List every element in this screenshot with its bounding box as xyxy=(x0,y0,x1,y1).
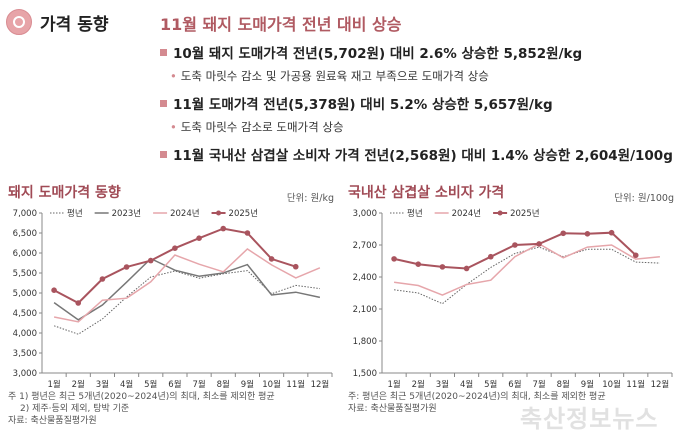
chart2-title: 국내산 삼겹살 소비자 가격 xyxy=(348,185,505,201)
data-point xyxy=(99,276,106,282)
series-line-평년 xyxy=(394,246,660,305)
x-tick-label: 12월 xyxy=(651,379,670,390)
chart2-svg: 1,500 1,800 2,100 2,400 2,700 3,000 1월 2월 3월 4월 5월… xyxy=(353,208,673,390)
chart2-notes: 주: 평년은 최근 5개년(2020~2024년)의 최대, 최소를 제외한 평… xyxy=(348,391,674,415)
data-point xyxy=(391,256,397,262)
data-point xyxy=(292,263,299,270)
data-point xyxy=(632,252,639,259)
series-line-2024년 xyxy=(53,248,321,323)
data-point xyxy=(147,257,154,264)
chart1-svg: 3,000 3,500 4,000 4,500 5,000 5,500 6,000 6,500… xyxy=(13,208,333,390)
data-point xyxy=(560,230,567,237)
bullet-2: 11월 도매가격 전년(5,378원) 대비 5.2% 상승한 5,657원/k… xyxy=(160,93,553,113)
legend-label: 2023년 xyxy=(112,208,141,219)
watermark: 축산정보뉴스 xyxy=(520,405,659,433)
y-tick-label: 3,000 xyxy=(353,209,377,219)
x-tick-label: 11월 xyxy=(626,379,645,390)
chart1-notes: 주 1) 평년은 최근 5개년(2020~2024년)의 최대, 최소를 제외한… xyxy=(8,391,334,427)
y-tick-label: 2,100 xyxy=(353,305,377,315)
data-point xyxy=(512,242,518,248)
x-tick-label: 6월 xyxy=(168,379,181,390)
y-tick-label: 5,500 xyxy=(13,269,37,279)
legend-label: 2024년 xyxy=(170,208,199,219)
y-tick-label: 4,000 xyxy=(13,329,37,339)
data-point xyxy=(51,287,57,293)
y-tick-label: 6,500 xyxy=(13,229,37,239)
x-tick-label: 5월 xyxy=(484,379,497,390)
data-point xyxy=(268,256,275,262)
x-tick-label: 1월 xyxy=(47,379,60,390)
y-tick-label: 1,500 xyxy=(353,369,377,379)
data-point xyxy=(439,264,446,270)
x-tick-label: 5월 xyxy=(144,379,157,390)
y-tick-label: 3,500 xyxy=(13,349,37,359)
series-line-평년 xyxy=(53,270,320,335)
series-line-2023년 xyxy=(53,257,321,321)
x-tick-label: 2월 xyxy=(72,379,85,390)
note: 주: 평년은 최근 5개년(2020~2024년)의 최대, 최소를 제외한 평… xyxy=(348,392,606,402)
data-point xyxy=(608,229,615,236)
x-tick-label: 10월 xyxy=(602,379,621,390)
bullet-3: 11월 국내산 삼겹살 소비자 가격 전년(2,568원) 대비 1.4% 상승… xyxy=(160,144,673,164)
x-tick-label: 9월 xyxy=(581,379,594,390)
x-tick-label: 7월 xyxy=(192,379,205,390)
x-tick-label: 4월 xyxy=(460,379,473,390)
legend-marker xyxy=(497,210,503,216)
data-point xyxy=(196,235,202,241)
data-point xyxy=(487,253,494,260)
pig-logo-icon xyxy=(6,9,32,35)
legend-label: 2025년 xyxy=(229,208,258,219)
note: 주 1) 평년은 최근 5개년(2020~2024년)의 최대, 최소를 제외한… xyxy=(8,392,275,402)
data-point xyxy=(463,265,470,272)
series-line-2025년 xyxy=(393,231,637,270)
legend-label: 평년 xyxy=(407,208,423,219)
data-point xyxy=(172,245,178,251)
x-tick-label: 9월 xyxy=(241,379,254,390)
x-tick-label: 8월 xyxy=(217,379,230,390)
y-tick-label: 4,500 xyxy=(13,309,37,319)
legend-label: 평년 xyxy=(67,208,83,219)
x-tick-label: 3월 xyxy=(96,379,109,390)
x-tick-label: 6월 xyxy=(508,379,521,390)
chart2-unit: 단위: 원/100g xyxy=(614,193,674,204)
legend-label: 2024년 xyxy=(452,208,481,219)
data-point xyxy=(536,241,542,247)
note: 자료: 축산물품질평가원 xyxy=(8,416,97,426)
y-tick-label: 6,000 xyxy=(13,249,37,259)
x-tick-label: 3월 xyxy=(436,379,449,390)
bullet-1: 10월 돼지 도매가격 전년(5,702원) 대비 2.6% 상승한 5,852… xyxy=(160,42,582,62)
series-line-2024년 xyxy=(394,243,660,296)
section-title: 가격 동향 xyxy=(40,15,109,35)
note: 2) 제주·등외 제외, 탕박 기준 xyxy=(20,404,130,414)
x-tick-label: 1월 xyxy=(387,379,400,390)
y-tick-label: 1,800 xyxy=(353,337,377,347)
data-point xyxy=(584,231,591,237)
x-tick-label: 12월 xyxy=(311,379,330,390)
y-tick-label: 3,000 xyxy=(13,369,37,379)
y-tick-label: 7,000 xyxy=(13,209,37,219)
legend-label: 2025년 xyxy=(510,208,539,219)
data-point xyxy=(123,264,130,270)
chart1-unit: 단위: 원/kg xyxy=(286,193,334,204)
series-line-2025년 xyxy=(53,227,297,305)
chart1-title: 돼지 도매가격 동향 xyxy=(8,185,121,201)
bullet-2-sub: 도축 마릿수 감소로 도매가격 상승 xyxy=(170,119,344,135)
x-tick-label: 11월 xyxy=(286,379,305,390)
y-tick-label: 2,700 xyxy=(353,241,377,251)
y-tick-label: 5,000 xyxy=(13,289,37,299)
data-point xyxy=(415,261,422,267)
x-tick-label: 2월 xyxy=(412,379,425,390)
note: 자료: 축산물품질평가원 xyxy=(348,404,437,414)
x-tick-label: 10월 xyxy=(262,379,281,390)
legend-marker xyxy=(216,210,222,216)
y-tick-label: 2,400 xyxy=(353,273,377,283)
bullet-1-sub: 도축 마릿수 감소 및 가공용 원료육 재고 부족으로 도매가격 상승 xyxy=(170,68,489,84)
data-point xyxy=(220,225,227,232)
data-point xyxy=(244,230,251,236)
data-point xyxy=(75,300,82,306)
x-tick-label: 4월 xyxy=(120,379,133,390)
x-tick-label: 8월 xyxy=(557,379,570,390)
x-tick-label: 7월 xyxy=(532,379,545,390)
headline: 11월 돼지 도매가격 전년 대비 상승 xyxy=(160,15,402,34)
